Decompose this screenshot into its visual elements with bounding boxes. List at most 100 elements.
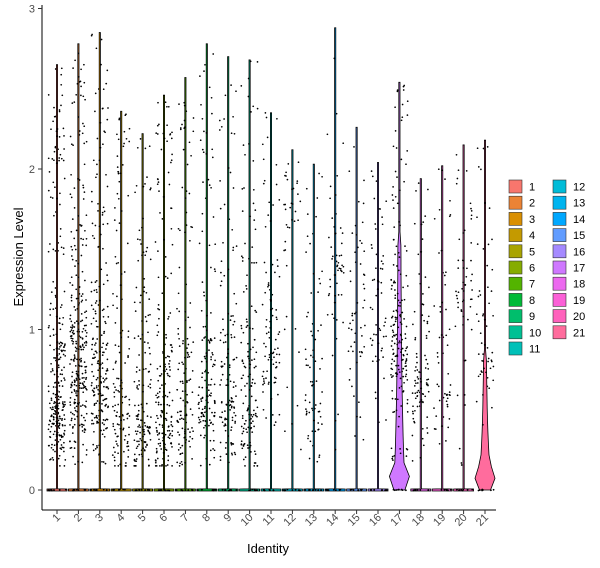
point [421, 303, 424, 305]
point [159, 212, 161, 214]
point [141, 406, 144, 409]
point [62, 409, 64, 411]
point [94, 281, 97, 283]
point [155, 421, 157, 424]
point [78, 358, 81, 361]
point [263, 261, 266, 264]
point [470, 210, 473, 212]
point [58, 385, 61, 387]
point [416, 369, 419, 371]
point [462, 259, 465, 262]
point [250, 451, 252, 453]
point [77, 304, 80, 306]
point [247, 350, 249, 353]
point [392, 352, 395, 355]
point [263, 380, 265, 382]
legend-label: 16 [573, 246, 585, 258]
point [170, 424, 173, 426]
point [105, 370, 108, 372]
point [63, 441, 65, 444]
point [296, 404, 299, 407]
point [247, 447, 249, 449]
point [56, 405, 59, 408]
point [71, 258, 74, 261]
point [141, 226, 143, 229]
point [456, 177, 459, 180]
point [57, 148, 59, 151]
point [157, 401, 160, 404]
point [95, 385, 98, 387]
point [100, 268, 103, 271]
point [397, 425, 400, 428]
point [96, 338, 99, 340]
point [321, 391, 323, 393]
point [201, 339, 204, 341]
point [165, 419, 168, 421]
point [274, 271, 276, 274]
point [436, 352, 439, 354]
point [203, 436, 205, 439]
point [418, 405, 421, 407]
point [97, 388, 99, 391]
point [121, 329, 124, 332]
point [82, 184, 84, 187]
point [52, 386, 55, 388]
point [96, 377, 99, 379]
y-tick-label: 3 [29, 4, 35, 16]
point [348, 379, 351, 381]
point [188, 379, 190, 382]
point [392, 375, 394, 377]
point [178, 266, 181, 269]
point [91, 370, 93, 373]
point [425, 358, 428, 361]
point [136, 445, 139, 448]
point [58, 136, 61, 138]
point [123, 130, 126, 133]
point [461, 287, 463, 290]
point [73, 423, 76, 426]
point [230, 132, 233, 135]
point [97, 246, 100, 248]
point [273, 356, 275, 359]
point [107, 107, 109, 109]
point [363, 287, 366, 290]
point [254, 228, 257, 231]
point [60, 304, 63, 306]
point [297, 193, 299, 195]
point [412, 323, 414, 326]
point [85, 214, 88, 217]
point [121, 298, 123, 301]
point [478, 290, 481, 292]
point [77, 364, 80, 366]
point [158, 308, 161, 311]
point [115, 360, 117, 363]
point [73, 306, 76, 308]
point [457, 301, 459, 304]
point [91, 363, 93, 366]
point [233, 381, 235, 383]
point [114, 255, 117, 258]
point [308, 401, 311, 404]
point [428, 286, 430, 289]
point [84, 329, 87, 332]
point [482, 248, 485, 250]
point [119, 427, 122, 430]
point [55, 416, 58, 419]
point [55, 315, 58, 318]
point [288, 226, 291, 229]
point [190, 154, 192, 157]
point [317, 410, 320, 413]
point [77, 328, 80, 331]
point [227, 312, 230, 315]
point [296, 180, 299, 182]
point [80, 365, 83, 368]
point [406, 100, 409, 103]
point [381, 216, 383, 218]
point [203, 294, 206, 297]
point [221, 365, 224, 368]
point [265, 332, 268, 335]
point [135, 286, 138, 289]
point [107, 316, 110, 318]
point [249, 446, 251, 449]
point [121, 401, 124, 404]
